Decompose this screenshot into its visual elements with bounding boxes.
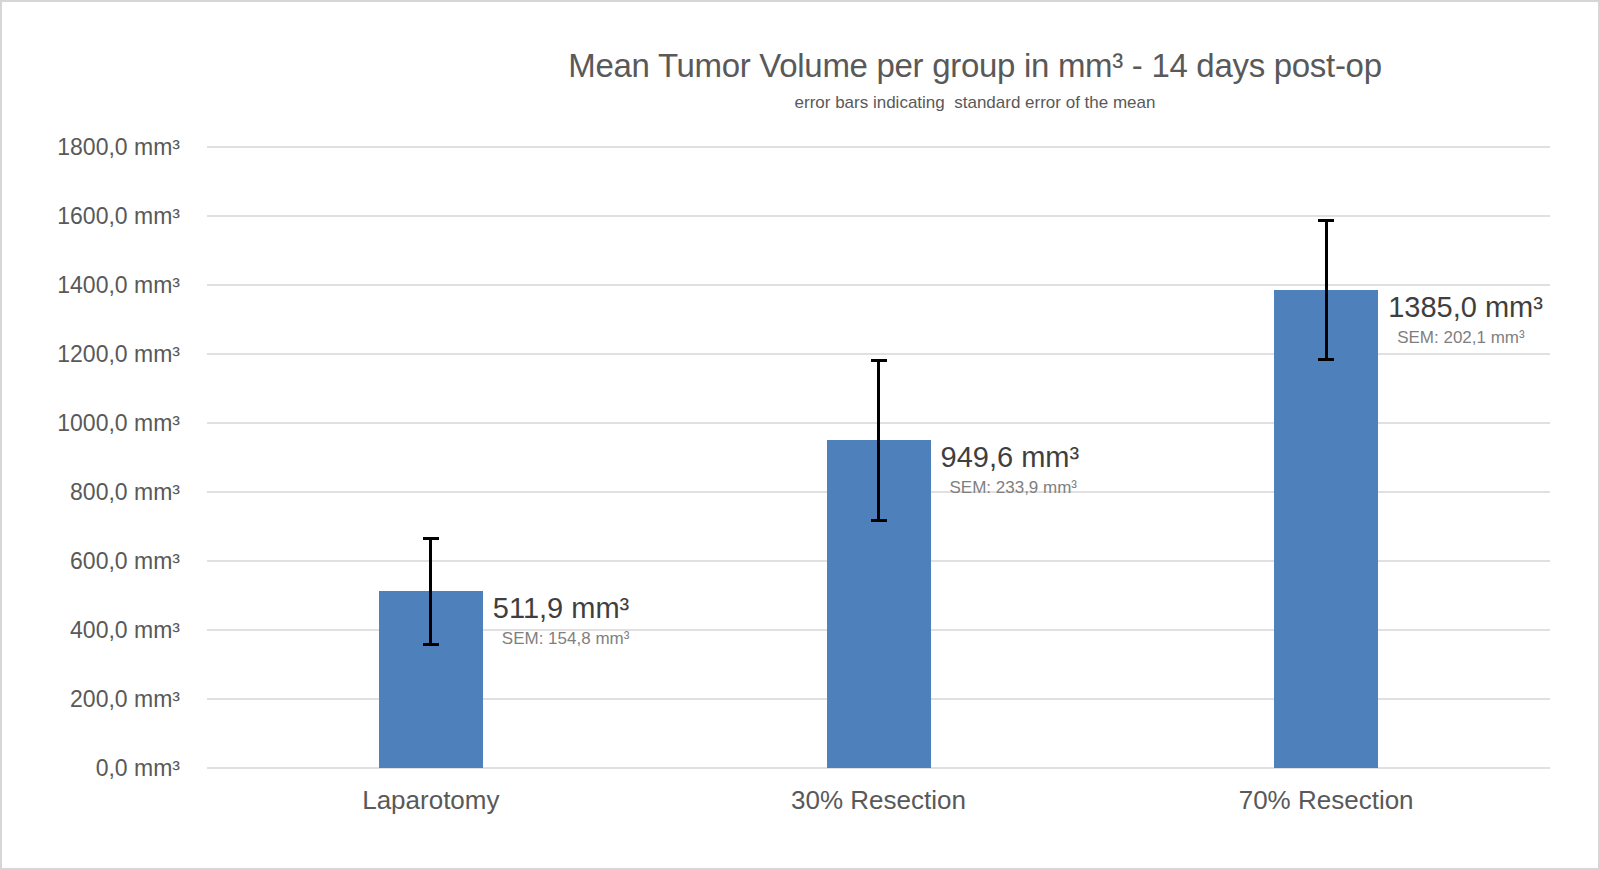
error-bar-bottom-cap	[1318, 358, 1334, 361]
y-axis-tick-label: 1000,0 mm³	[2, 408, 180, 438]
gridline	[207, 146, 1550, 148]
y-axis-tick-label: 1600,0 mm³	[2, 201, 180, 231]
gridline	[207, 215, 1550, 217]
y-axis-tick-label: 800,0 mm³	[2, 477, 180, 507]
error-bar	[877, 360, 880, 521]
error-bar-bottom-cap	[423, 643, 439, 646]
chart-subtitle: error bars indicating standard error of …	[362, 92, 1588, 114]
y-axis-tick-label: 0,0 mm³	[2, 753, 180, 783]
bar-sem-label: SEM: 233,9 mm³	[950, 477, 1078, 498]
y-axis-tick-label: 1400,0 mm³	[2, 270, 180, 300]
gridline	[207, 284, 1550, 286]
y-axis-tick-label: 200,0 mm³	[2, 684, 180, 714]
y-axis-tick-label: 400,0 mm³	[2, 615, 180, 645]
y-axis-tick-label: 1200,0 mm³	[2, 339, 180, 369]
x-axis: Laparotomy 30% Resection 70% Resection	[207, 778, 1550, 828]
error-bar-bottom-cap	[871, 519, 887, 522]
bar-sem-label: SEM: 154,8 mm³	[502, 628, 630, 649]
bar-value-label: 1385,0 mm³	[1388, 291, 1543, 323]
plot-area: 511,9 mm³ SEM: 154,8 mm³ 949,6 mm³ SEM: 233…	[207, 147, 1550, 768]
y-axis: 0,0 mm³200,0 mm³400,0 mm³600,0 mm³800,0 …	[2, 147, 180, 768]
x-axis-category-label: 30% Resection	[709, 784, 1049, 816]
bar-value-label: 511,9 mm³	[493, 592, 629, 624]
chart-title: Mean Tumor Volume per group in mm³ - 14 …	[362, 46, 1588, 86]
y-axis-tick-label: 600,0 mm³	[2, 546, 180, 576]
error-bar-top-cap	[1318, 219, 1334, 222]
x-axis-category-label: Laparotomy	[261, 784, 601, 816]
x-axis-category-label: 70% Resection	[1156, 784, 1496, 816]
y-axis-tick-label: 1800,0 mm³	[2, 132, 180, 162]
error-bar-top-cap	[423, 537, 439, 540]
error-bar	[1325, 220, 1328, 359]
error-bar-top-cap	[871, 359, 887, 362]
bar-value-label: 949,6 mm³	[941, 441, 1080, 473]
bar-sem-label: SEM: 202,1 mm³	[1397, 327, 1525, 348]
error-bar	[429, 538, 432, 645]
chart-container: Mean Tumor Volume per group in mm³ - 14 …	[0, 0, 1600, 870]
bar	[1274, 290, 1378, 768]
